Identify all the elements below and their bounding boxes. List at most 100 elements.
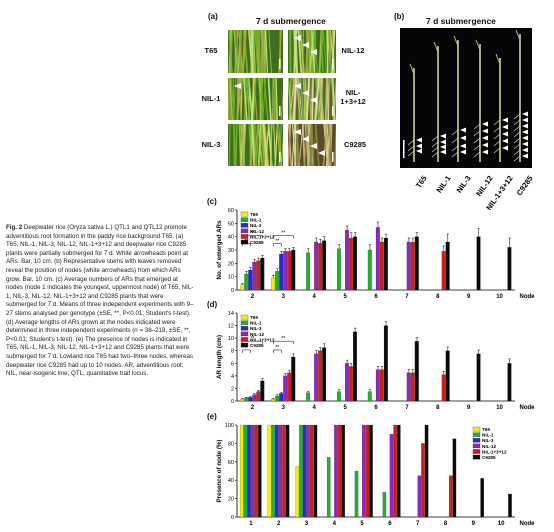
legend-swatch xyxy=(472,454,481,460)
y-tick-label: 6 xyxy=(231,361,234,367)
leaf-stroke xyxy=(261,124,267,166)
legend-label: NIL-3 xyxy=(482,438,494,443)
significance-mark: ** xyxy=(275,345,279,351)
root-stroke xyxy=(513,113,521,120)
legend-label: NIL-12 xyxy=(250,229,264,234)
legend-swatch xyxy=(472,438,481,443)
legend-swatch xyxy=(240,239,249,245)
bar xyxy=(295,466,300,518)
legend-swatch xyxy=(240,314,249,320)
legend-label: T65 xyxy=(250,212,258,217)
leaf-stroke xyxy=(261,30,266,73)
bar xyxy=(248,397,253,402)
leaf-stroke xyxy=(233,124,236,166)
leaf-stroke xyxy=(252,30,256,73)
bar xyxy=(254,424,258,518)
x-tick-label: 10 xyxy=(496,294,503,300)
bar xyxy=(239,424,244,518)
bar xyxy=(452,438,457,518)
leaf-stroke xyxy=(229,78,234,120)
bar xyxy=(318,243,323,291)
bar xyxy=(275,395,280,402)
legend-label: C9285 xyxy=(250,240,264,245)
x-axis-label: Node xyxy=(520,405,536,411)
caption-label: Fig. 2 xyxy=(6,224,23,231)
leaf-stroke xyxy=(233,78,237,120)
arrowhead-icon xyxy=(302,42,309,48)
y-axis-label: No. of emerged ARs xyxy=(216,220,223,279)
root-stroke xyxy=(407,145,415,152)
root-stroke xyxy=(431,146,439,153)
y-axis-label: AR length (cm) xyxy=(216,335,223,379)
significance-bracket xyxy=(242,349,251,353)
arrowhead-icon xyxy=(294,129,301,135)
bar xyxy=(449,475,453,518)
arrowhead-icon xyxy=(234,83,241,89)
x-axis-label: Node xyxy=(520,521,536,527)
bar xyxy=(445,350,450,402)
bar xyxy=(313,424,318,518)
leaf-stroke xyxy=(257,124,262,166)
leaf-stroke xyxy=(307,124,310,166)
panel-c-letter: (c) xyxy=(207,197,217,206)
arrowhead-icon xyxy=(522,147,528,153)
leaf-stroke xyxy=(334,124,336,166)
leaf-stroke xyxy=(253,124,259,166)
arrowhead-icon xyxy=(522,135,528,141)
bar xyxy=(389,434,394,518)
bar xyxy=(417,475,422,518)
bar xyxy=(382,492,387,518)
bar xyxy=(476,236,481,291)
leaf-stroke xyxy=(243,78,249,120)
bar xyxy=(244,397,249,402)
legend-label: NIL-1+3+12 xyxy=(250,234,275,239)
arrowhead-icon xyxy=(522,129,528,135)
bar xyxy=(314,241,319,291)
bar xyxy=(287,251,292,291)
leaf-stroke xyxy=(453,35,459,47)
leaf-stroke xyxy=(314,78,320,120)
bar xyxy=(306,392,311,402)
root-stroke xyxy=(473,144,481,151)
bar xyxy=(367,391,372,402)
stem-label: NIL-12 xyxy=(474,174,495,198)
scale-bar xyxy=(332,59,334,69)
x-tick-label: 9 xyxy=(472,521,476,527)
scale-bar xyxy=(279,59,281,69)
label-c9285: C9285 xyxy=(343,140,367,149)
x-tick-label: 6 xyxy=(374,294,378,300)
root-stroke xyxy=(513,155,521,162)
arrowhead-icon xyxy=(522,123,528,129)
leaf-stroke xyxy=(257,30,261,73)
leaf-stroke xyxy=(293,30,297,73)
bar xyxy=(306,252,311,291)
root-stroke xyxy=(473,123,481,130)
figure-caption: Fig. 2 Deepwater rice (Oryza sativa L.) … xyxy=(6,224,196,379)
stem-labels: T65 NIL-1 NIL-3 NIL-12 NIL-1+3+12 C9285 xyxy=(403,170,543,212)
x-tick-label: 7 xyxy=(416,521,420,527)
y-tick-label: 100 xyxy=(225,423,234,429)
leaf-stroke xyxy=(251,78,255,120)
root-stroke xyxy=(431,141,439,148)
root-stroke xyxy=(493,147,501,154)
x-tick-label: 10 xyxy=(496,405,503,411)
bar xyxy=(285,424,290,518)
bar xyxy=(250,424,255,518)
bar xyxy=(441,374,446,402)
arrowhead-icon xyxy=(502,124,508,130)
legend-label: NIL-1 xyxy=(250,218,262,223)
y-tick-label: 2 xyxy=(231,386,234,392)
bar xyxy=(345,363,349,402)
leaf-stroke xyxy=(261,30,263,73)
legend-swatch xyxy=(240,228,249,234)
bar xyxy=(240,284,245,291)
arrowhead-icon xyxy=(440,133,446,139)
leaf-stroke xyxy=(251,124,256,166)
leaf-stroke xyxy=(475,39,481,51)
legend-label: NIL-1+3+12 xyxy=(250,337,275,342)
bar xyxy=(379,369,384,402)
root-stroke xyxy=(493,133,501,140)
leaf-stroke xyxy=(288,124,293,166)
leaf-stroke xyxy=(253,78,257,120)
scale-bar xyxy=(332,152,334,162)
